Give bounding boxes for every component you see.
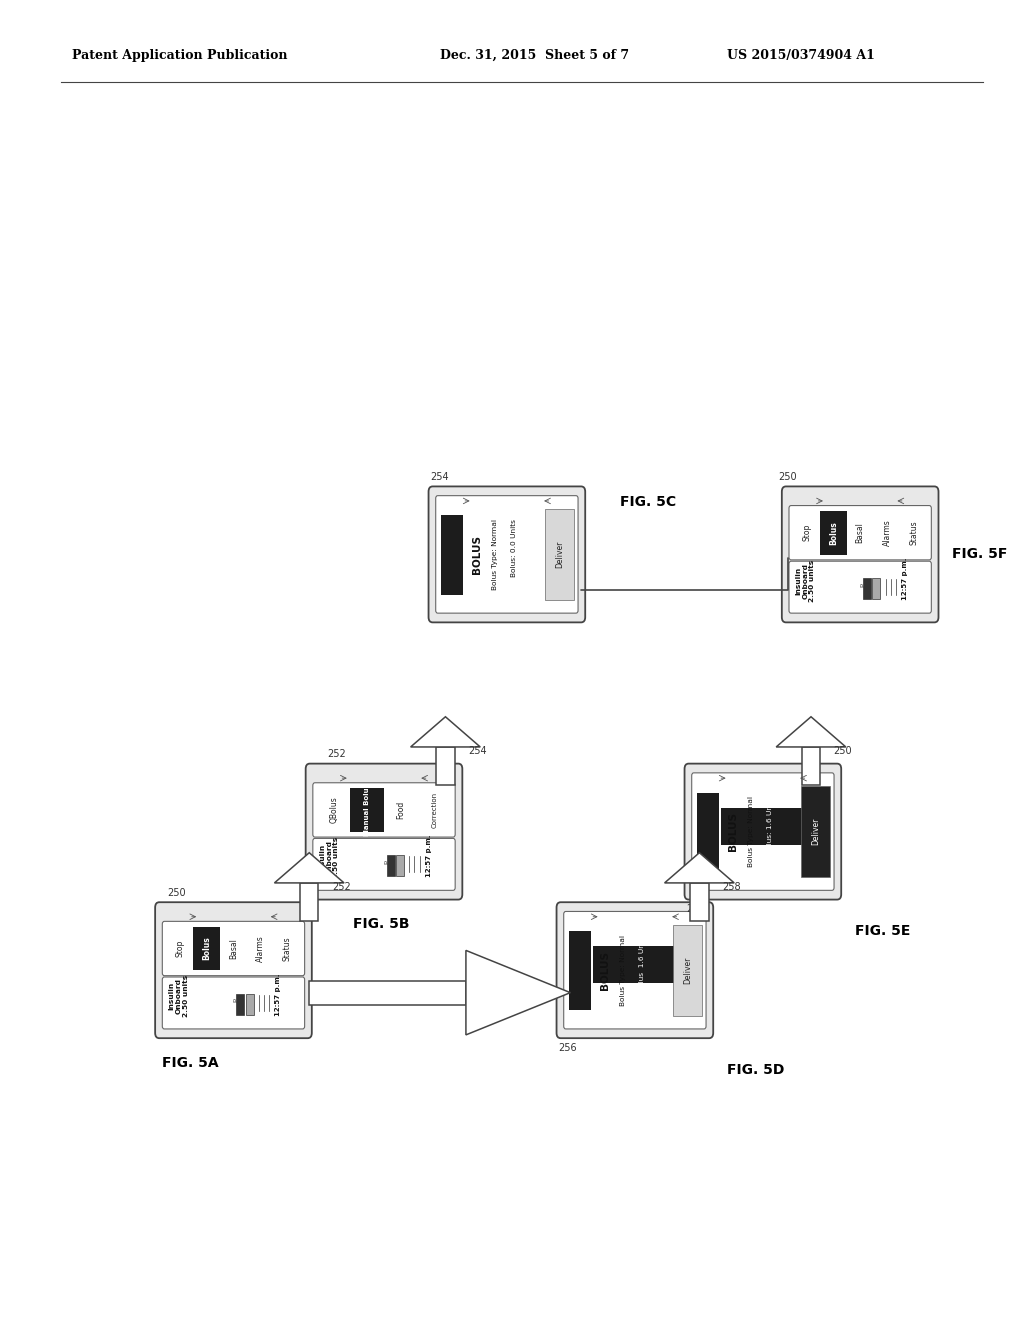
- Text: Insulin
Onboard
2.50 units: Insulin Onboard 2.50 units: [796, 560, 815, 602]
- Text: 12:57 p.m.: 12:57 p.m.: [902, 557, 907, 599]
- Text: Basal: Basal: [229, 939, 238, 958]
- Text: Bolus: Bolus: [202, 937, 211, 961]
- Text: Basal: Basal: [856, 523, 864, 543]
- FancyBboxPatch shape: [305, 763, 463, 900]
- Text: Status: Status: [283, 936, 292, 961]
- Text: 252: 252: [332, 882, 350, 892]
- Text: p: p: [859, 582, 864, 586]
- Bar: [396, 855, 404, 876]
- Text: Status: Status: [909, 520, 919, 545]
- Text: Bolus Type: Normal: Bolus Type: Normal: [493, 519, 498, 590]
- Text: Stop: Stop: [802, 524, 811, 541]
- Text: p: p: [232, 998, 238, 1002]
- Bar: [820, 511, 847, 554]
- Text: 250: 250: [167, 887, 185, 898]
- Text: 250: 250: [778, 471, 797, 482]
- Bar: [440, 515, 463, 594]
- Text: 12:57 p.m.: 12:57 p.m.: [275, 973, 281, 1016]
- FancyBboxPatch shape: [313, 838, 455, 890]
- Text: FIG. 5A: FIG. 5A: [162, 1056, 218, 1071]
- Polygon shape: [466, 950, 570, 1035]
- Text: Deliver: Deliver: [555, 541, 564, 568]
- FancyBboxPatch shape: [684, 763, 842, 900]
- Bar: [246, 994, 254, 1015]
- Text: Bolus Type: Normal: Bolus Type: Normal: [621, 935, 626, 1006]
- Text: 258: 258: [722, 882, 740, 892]
- Polygon shape: [300, 883, 318, 921]
- Text: 252: 252: [328, 748, 346, 759]
- Text: Bolus  1.6 Units: Bolus 1.6 Units: [639, 935, 644, 993]
- Bar: [237, 994, 245, 1015]
- Text: Insulin
Onboard
2.50 units: Insulin Onboard 2.50 units: [169, 975, 188, 1018]
- FancyBboxPatch shape: [788, 506, 932, 560]
- FancyBboxPatch shape: [156, 903, 311, 1038]
- Bar: [801, 785, 829, 876]
- Text: 254: 254: [430, 471, 449, 482]
- FancyBboxPatch shape: [782, 487, 938, 623]
- FancyBboxPatch shape: [692, 772, 834, 890]
- Text: Dec. 31, 2015  Sheet 5 of 7: Dec. 31, 2015 Sheet 5 of 7: [440, 49, 630, 62]
- FancyBboxPatch shape: [428, 487, 586, 623]
- Bar: [696, 792, 719, 871]
- Bar: [569, 932, 592, 1011]
- Text: Alarms: Alarms: [256, 935, 265, 962]
- FancyBboxPatch shape: [563, 911, 707, 1030]
- Text: FIG. 5B: FIG. 5B: [353, 917, 410, 932]
- Text: p: p: [383, 859, 388, 863]
- Bar: [872, 578, 881, 599]
- Bar: [594, 946, 692, 983]
- Text: 258: 258: [686, 904, 705, 915]
- Text: Bolus: Bolus: [828, 521, 838, 545]
- Text: 12:57 p.m.: 12:57 p.m.: [426, 834, 431, 876]
- Text: Food: Food: [396, 801, 406, 818]
- Bar: [545, 510, 573, 599]
- FancyBboxPatch shape: [436, 496, 578, 612]
- Text: Patent Application Publication: Patent Application Publication: [72, 49, 287, 62]
- FancyBboxPatch shape: [163, 977, 305, 1030]
- Text: 254: 254: [468, 746, 486, 756]
- Bar: [350, 788, 384, 832]
- Polygon shape: [309, 981, 466, 1005]
- FancyBboxPatch shape: [163, 921, 305, 975]
- Bar: [387, 855, 395, 876]
- Text: Bolus Type: Normal: Bolus Type: Normal: [749, 796, 754, 867]
- Bar: [674, 924, 702, 1016]
- Text: BOLUS: BOLUS: [728, 812, 737, 851]
- Text: FIG. 5E: FIG. 5E: [855, 924, 910, 939]
- FancyBboxPatch shape: [557, 903, 713, 1038]
- Polygon shape: [274, 853, 344, 883]
- Text: Deliver: Deliver: [683, 957, 692, 983]
- Bar: [721, 808, 821, 845]
- FancyBboxPatch shape: [788, 561, 932, 612]
- Bar: [863, 578, 871, 599]
- Text: FIG. 5F: FIG. 5F: [952, 548, 1008, 561]
- Text: US 2015/0374904 A1: US 2015/0374904 A1: [727, 49, 874, 62]
- Text: FIG. 5D: FIG. 5D: [727, 1063, 784, 1077]
- Polygon shape: [776, 717, 846, 747]
- Text: Manual Bolus: Manual Bolus: [365, 784, 371, 837]
- FancyBboxPatch shape: [313, 783, 455, 837]
- Text: 250: 250: [834, 746, 852, 756]
- Polygon shape: [436, 747, 455, 785]
- Text: BOLUS: BOLUS: [472, 535, 481, 574]
- Text: Correction: Correction: [431, 792, 437, 828]
- Bar: [194, 927, 220, 970]
- Text: Stop: Stop: [175, 940, 184, 957]
- Text: QBolus: QBolus: [329, 796, 338, 824]
- Text: 256: 256: [558, 1043, 577, 1053]
- Text: Bolus: 0.0 Units: Bolus: 0.0 Units: [511, 519, 516, 577]
- Polygon shape: [665, 853, 734, 883]
- Text: BOLUS: BOLUS: [600, 950, 609, 990]
- Polygon shape: [802, 747, 820, 785]
- Text: Deliver: Deliver: [811, 818, 820, 845]
- Text: Bolus: 1.6 Units: Bolus: 1.6 Units: [767, 796, 772, 854]
- Text: Insulin
Onboard
2.50 units: Insulin Onboard 2.50 units: [319, 837, 339, 879]
- Polygon shape: [690, 883, 709, 921]
- Polygon shape: [411, 717, 480, 747]
- Text: Alarms: Alarms: [883, 519, 892, 546]
- Text: FIG. 5C: FIG. 5C: [620, 495, 676, 508]
